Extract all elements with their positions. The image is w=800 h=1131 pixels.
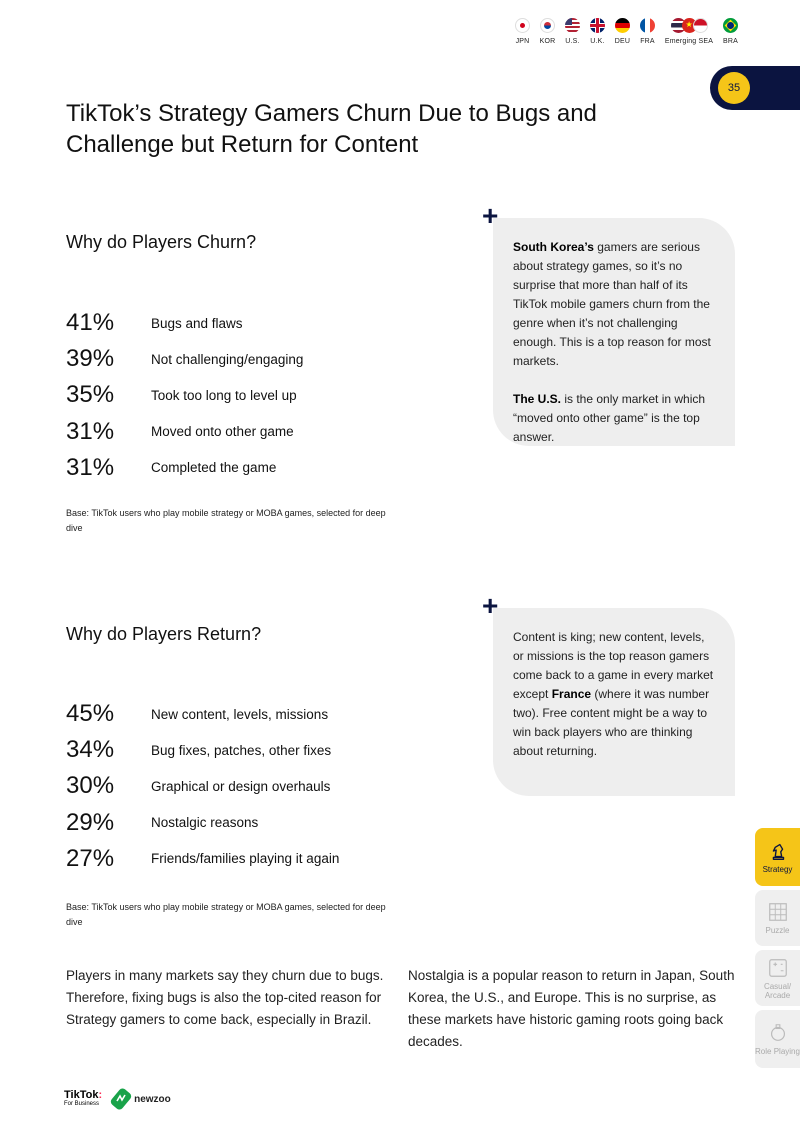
flag-label: Emerging SEA: [664, 38, 714, 45]
body-paragraph-right: Nostalgia is a popular reason to return …: [408, 968, 735, 1049]
callout-paragraph: Content is king; new content, levels, or…: [513, 628, 717, 761]
japan-flag-icon: [515, 18, 530, 33]
flag-bra: BRA: [718, 18, 743, 45]
stat-label: Not challenging/engaging: [151, 351, 304, 367]
flag-label: JPN: [515, 38, 530, 45]
stat-percent: 30%: [66, 772, 115, 800]
genre-tab-casual-arcade[interactable]: Casual/ Arcade: [755, 950, 800, 1006]
tiktok-logo-text: TikTok: [64, 1089, 99, 1101]
flag-kor: KOR: [535, 18, 560, 45]
genre-label: Puzzle: [765, 926, 790, 935]
callout-paragraph: South Korea’s gamers are serious about s…: [513, 238, 717, 371]
chess-knight-icon: [772, 843, 784, 860]
flag-label: DEU: [614, 38, 631, 45]
flag-uk: U.K.: [585, 18, 610, 45]
page-number-tab: 35: [710, 66, 800, 110]
churn-heading: Why do Players Churn?: [66, 232, 257, 252]
page-number: 35: [718, 72, 750, 104]
flag-emerging-sea: ★ Emerging SEA: [660, 18, 718, 45]
churn-callout: South Korea’s gamers are serious about s…: [493, 218, 735, 446]
flag-label: U.S.: [565, 38, 580, 45]
page-title: TikTok’s Strategy Gamers Churn Due to Bu…: [66, 100, 597, 158]
puzzle-grid-icon: [768, 903, 787, 921]
genre-label: Casual/ Arcade: [763, 981, 792, 1000]
flag-label: U.K.: [590, 38, 605, 45]
tiktok-logo: TikTok: For Business: [64, 1089, 103, 1108]
list-item: 35% Took too long to level up: [66, 377, 446, 413]
flag-fra: FRA: [635, 18, 660, 45]
flag-label: KOR: [539, 38, 556, 45]
churn-base-note: Base: TikTok users who play mobile strat…: [66, 508, 386, 533]
stat-percent: 39%: [66, 345, 115, 373]
tiktok-logo-subtext: For Business: [64, 1101, 100, 1107]
newzoo-logo-text: newzoo: [134, 1093, 171, 1105]
list-item: 31% Completed the game: [66, 450, 446, 486]
footer-logos: TikTok: For Business newzoo: [64, 1088, 171, 1110]
callout-paragraph: The U.S. is the only market in which “mo…: [513, 390, 717, 447]
uk-flag-icon: [590, 18, 605, 33]
market-flags: JPN KOR U.S. U.K. DEU FRA ★: [510, 18, 743, 45]
stat-percent: 27%: [66, 844, 115, 872]
return-list: 45% New content, levels, missions 34% Bu…: [66, 696, 446, 877]
list-item: 41% Bugs and flaws: [66, 305, 446, 341]
arcade-icon: [768, 958, 787, 977]
stat-label: Graphical or design overhauls: [151, 778, 331, 794]
shield-potion-icon: [770, 1024, 785, 1041]
return-heading: Why do Players Return?: [66, 624, 262, 644]
genre-label: Role Playing: [755, 1047, 800, 1056]
stat-label: Bug fixes, patches, other fixes: [151, 742, 332, 758]
callout-text: is the only market in which “moved onto …: [513, 392, 706, 444]
return-base-note: Base: TikTok users who play mobile strat…: [66, 902, 386, 927]
list-item: 45% New content, levels, missions: [66, 696, 446, 732]
callout-text: gamers are serious about strategy games,…: [513, 240, 711, 368]
list-item: 31% Moved onto other game: [66, 414, 446, 450]
newzoo-logo: newzoo: [110, 1088, 171, 1110]
flag-jpn: JPN: [510, 18, 535, 45]
flag-label: FRA: [640, 38, 655, 45]
stat-percent: 41%: [66, 309, 115, 337]
stat-label: Moved onto other game: [151, 424, 294, 440]
callout-bold: South Korea’s: [513, 240, 594, 254]
callout-bold: France: [551, 687, 592, 701]
stat-label: Nostalgic reasons: [151, 815, 259, 831]
genre-label: Strategy: [762, 865, 793, 874]
brazil-flag-icon: [723, 18, 738, 33]
emerging-sea-flags-icon: ★: [670, 18, 708, 33]
list-item: 29% Nostalgic reasons: [66, 805, 446, 841]
stat-label: Completed the game: [151, 460, 277, 476]
stat-percent: 34%: [66, 736, 115, 764]
germany-flag-icon: [615, 18, 630, 33]
callout-bold: The U.S.: [513, 392, 562, 406]
stat-percent: 45%: [66, 700, 115, 728]
stat-label: Took too long to level up: [151, 387, 297, 403]
flag-us: U.S.: [560, 18, 585, 45]
flag-deu: DEU: [610, 18, 635, 45]
return-callout: Content is king; new content, levels, or…: [493, 608, 735, 796]
stat-percent: 29%: [66, 808, 115, 836]
list-item: 30% Graphical or design overhauls: [66, 768, 446, 804]
list-item: 27% Friends/families playing it again: [66, 841, 446, 877]
stat-percent: 31%: [66, 453, 115, 481]
genre-tab-role-playing[interactable]: Role Playing: [755, 1010, 800, 1068]
france-flag-icon: [640, 18, 655, 33]
newzoo-mark-icon: [110, 1088, 132, 1110]
flag-label: BRA: [723, 38, 738, 45]
genre-tab-strategy[interactable]: Strategy: [755, 828, 800, 886]
south-korea-flag-icon: [540, 18, 555, 33]
churn-list: 41% Bugs and flaws 39% Not challenging/e…: [66, 305, 446, 486]
stat-label: New content, levels, missions: [151, 706, 329, 722]
list-item: 34% Bug fixes, patches, other fixes: [66, 732, 446, 768]
genre-tab-puzzle[interactable]: Puzzle: [755, 890, 800, 946]
usa-flag-icon: [565, 18, 580, 33]
list-item: 39% Not challenging/engaging: [66, 341, 446, 377]
callout-text: (where it was number two). Free content …: [513, 687, 710, 758]
callout-text: Content is king; new content, levels, or…: [513, 630, 714, 701]
body-paragraph-left: Players in many markets say they churn d…: [66, 968, 384, 1027]
stat-label: Bugs and flaws: [151, 315, 243, 331]
stat-percent: 35%: [66, 381, 115, 409]
stat-label: Friends/families playing it again: [151, 851, 340, 867]
stat-percent: 31%: [66, 417, 115, 445]
